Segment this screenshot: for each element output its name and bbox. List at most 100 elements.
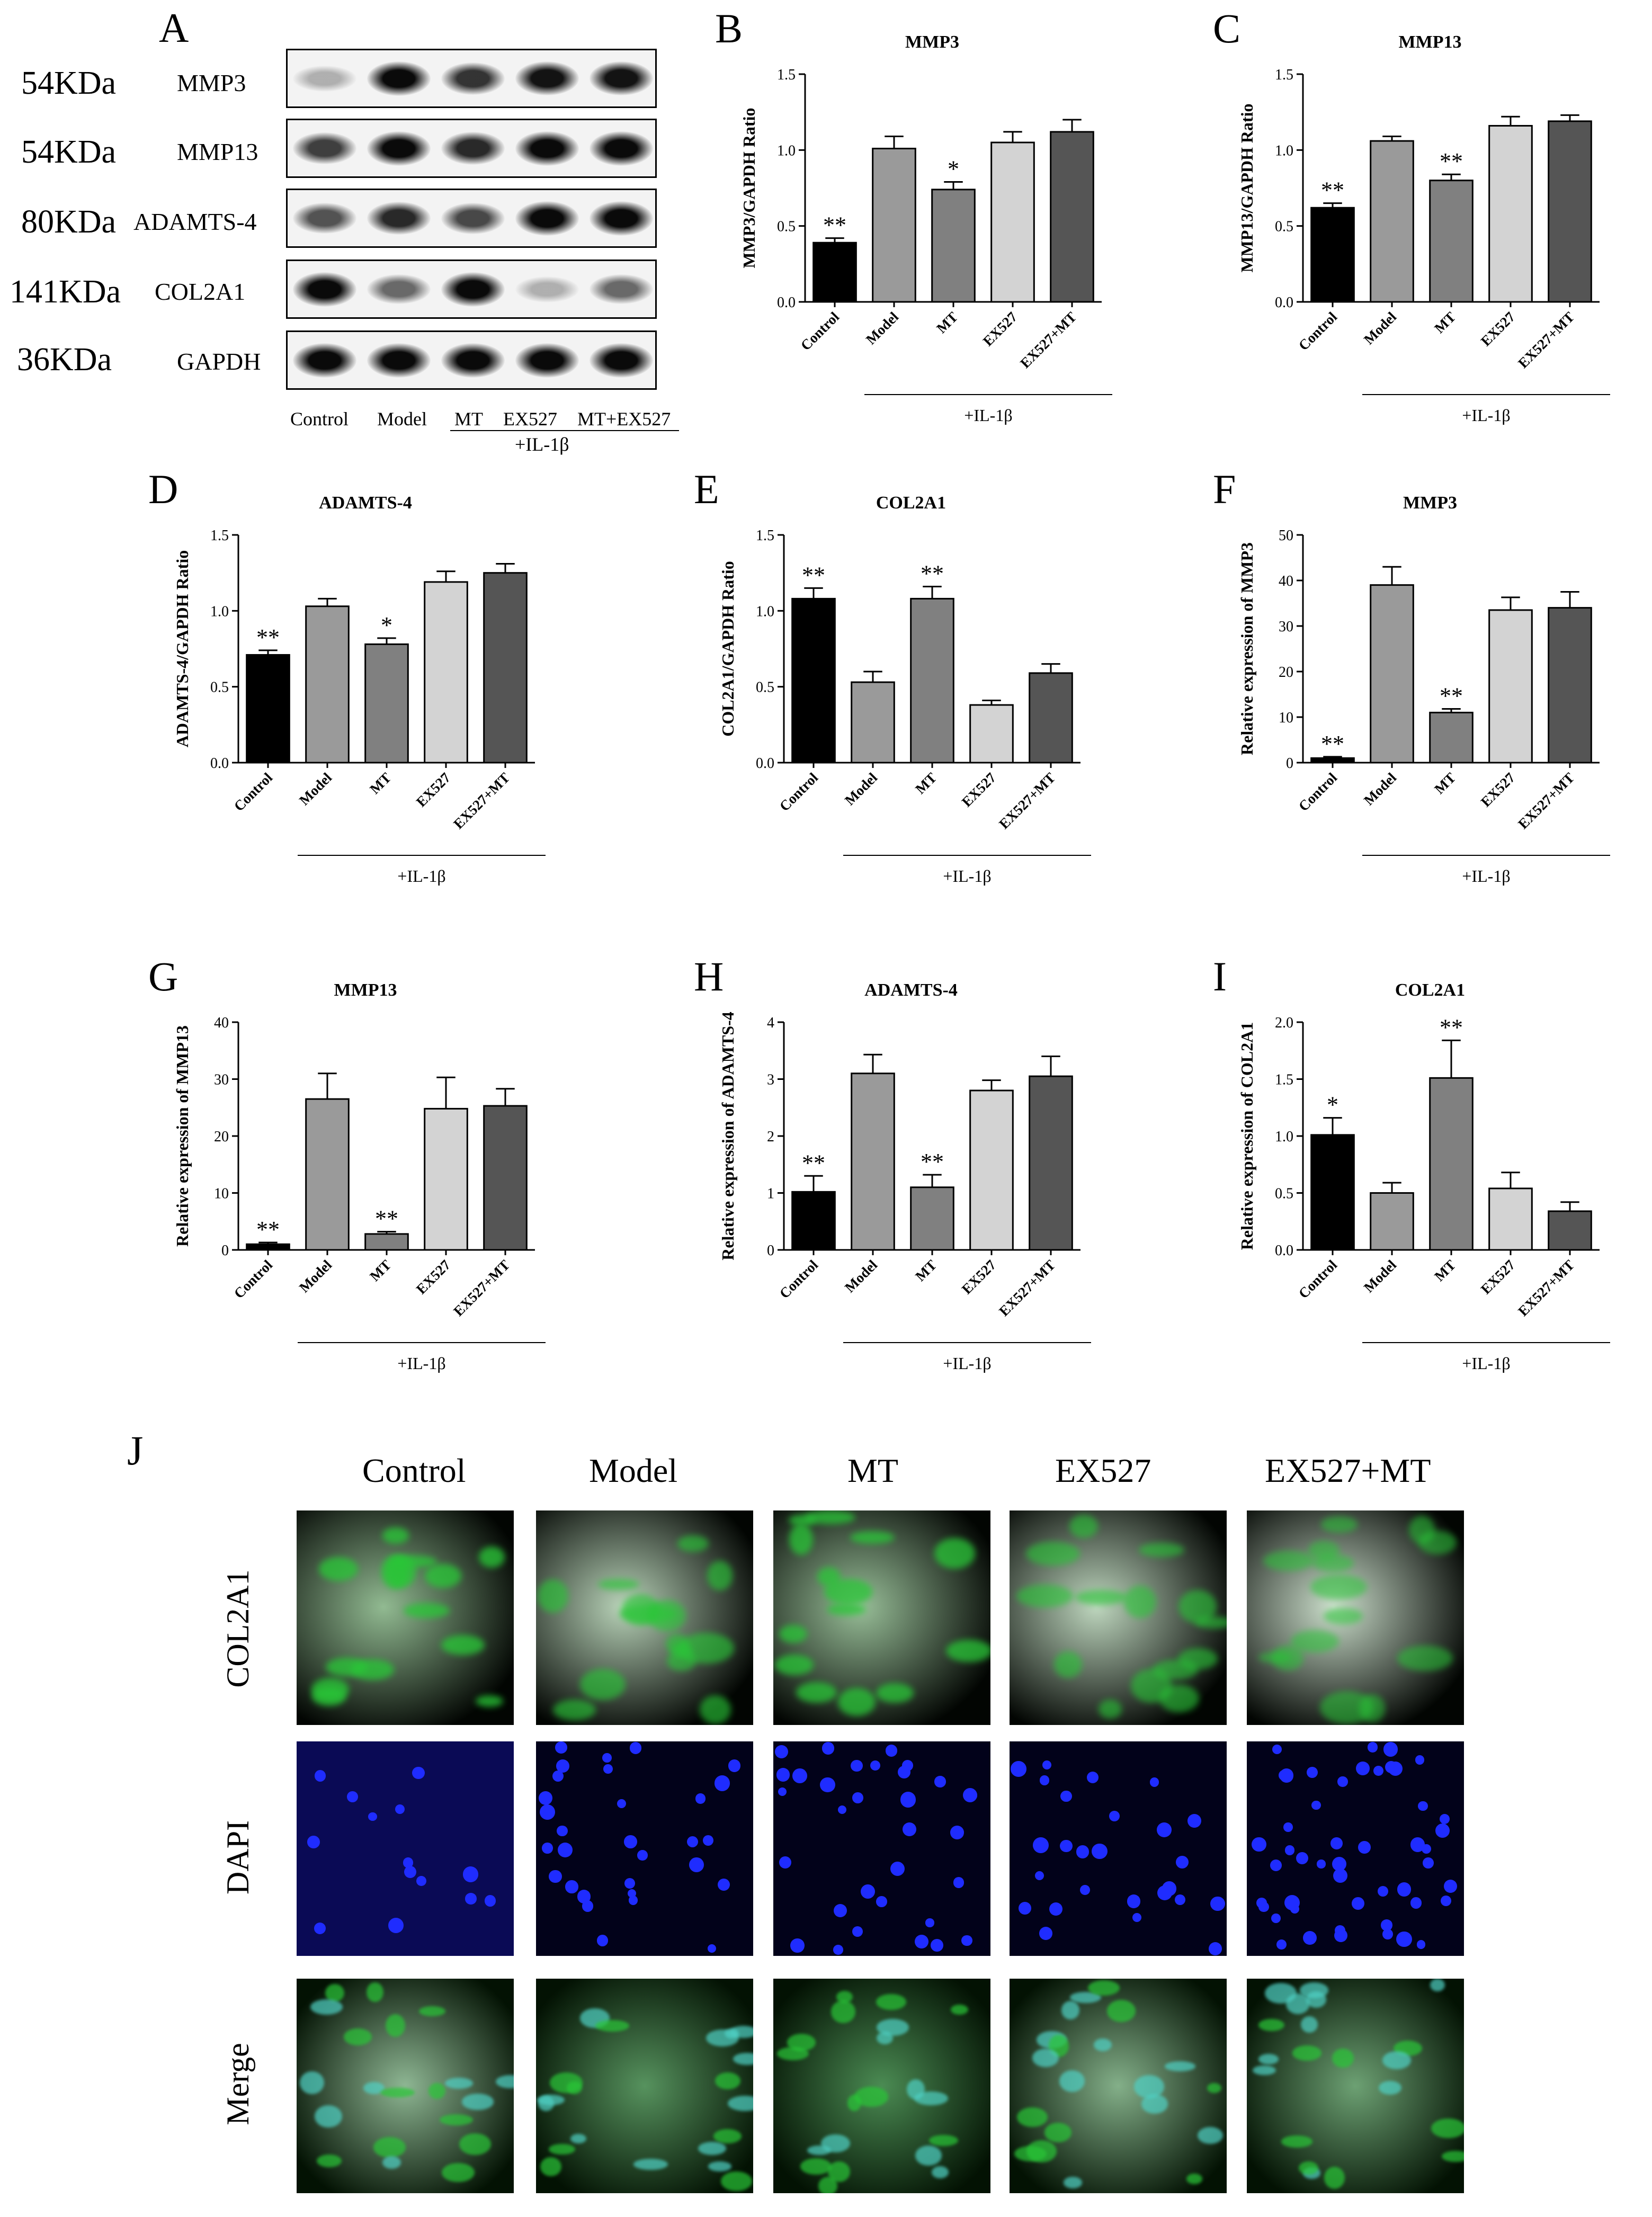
fluorescence-image bbox=[536, 1979, 753, 2193]
nucleus bbox=[1383, 1742, 1398, 1757]
nucleus bbox=[876, 1896, 887, 1907]
nucleus bbox=[1086, 1772, 1099, 1784]
blot-band bbox=[367, 202, 431, 235]
merged-cell bbox=[932, 2166, 949, 2178]
fluorescence-image bbox=[1247, 1741, 1464, 1956]
merged-cell bbox=[708, 2161, 732, 2171]
merged-cell bbox=[818, 2177, 837, 2193]
nucleus bbox=[1272, 1744, 1282, 1755]
y-tick-label: 1.0 bbox=[777, 142, 796, 159]
x-tick-label: MT bbox=[1431, 770, 1459, 797]
nucleus bbox=[628, 1889, 637, 1898]
panel-letter-a: A bbox=[159, 5, 189, 51]
merged-cell bbox=[1070, 1992, 1101, 2004]
protein-label-4: COL2A1 bbox=[155, 278, 246, 305]
blot-band bbox=[367, 61, 431, 96]
nucleus bbox=[1156, 1822, 1172, 1838]
protein-label-3: ADAMTS-4 bbox=[133, 208, 257, 235]
bar bbox=[910, 1186, 954, 1251]
merged-cell bbox=[461, 2094, 494, 2110]
significance-mark: * bbox=[948, 156, 959, 182]
merged-cell bbox=[1165, 2061, 1196, 2071]
nucleus bbox=[1210, 1896, 1225, 1911]
merged-cell bbox=[1292, 2045, 1321, 2061]
nucleus bbox=[728, 1759, 741, 1772]
bar bbox=[812, 242, 857, 303]
cell-signal bbox=[1053, 1651, 1082, 1678]
bar bbox=[483, 1105, 528, 1251]
merged-cell bbox=[1064, 2177, 1083, 2188]
cell-signal bbox=[837, 1687, 876, 1717]
nucleus bbox=[557, 1825, 568, 1837]
kda-label-2: 54KDa bbox=[21, 134, 117, 170]
merged-cell bbox=[713, 2129, 742, 2143]
y-tick-label: 2 bbox=[767, 1129, 774, 1145]
nucleus bbox=[624, 1835, 637, 1848]
panel-letter: I bbox=[1213, 953, 1227, 999]
y-tick-label: 1.5 bbox=[777, 67, 796, 83]
lane-label-control: Control bbox=[290, 408, 349, 430]
chart-title: COL2A1 bbox=[876, 493, 946, 513]
merged-cell bbox=[950, 2005, 969, 2015]
y-tick-label: 1.0 bbox=[756, 603, 774, 620]
nucleus bbox=[1418, 1801, 1428, 1811]
blot-band bbox=[590, 61, 653, 95]
fluorescence-image bbox=[773, 1979, 990, 2193]
x-tick-label: Control bbox=[1296, 770, 1341, 815]
nucleus bbox=[1284, 1845, 1294, 1855]
cell-signal bbox=[1069, 1514, 1099, 1538]
y-tick-label: 0.5 bbox=[210, 680, 229, 696]
row-label-merge: Merge bbox=[220, 2043, 255, 2125]
nucleus bbox=[624, 1878, 635, 1889]
nucleus bbox=[628, 1896, 638, 1905]
significance-mark: ** bbox=[1321, 731, 1344, 757]
merged-cell bbox=[1324, 2166, 1345, 2189]
y-tick-label: 20 bbox=[214, 1129, 229, 1145]
nucleus bbox=[852, 1926, 863, 1937]
blot-band bbox=[293, 272, 356, 307]
fluorescence-image bbox=[536, 1741, 753, 1956]
cell-signal bbox=[1263, 1550, 1315, 1571]
merged-cell bbox=[1059, 2070, 1085, 2093]
kda-label-1: 54KDa bbox=[21, 65, 117, 101]
merged-cell bbox=[1258, 2054, 1279, 2064]
nucleus bbox=[774, 1745, 789, 1759]
blot-band bbox=[590, 131, 653, 166]
x-tick-label: Model bbox=[842, 1257, 881, 1296]
nucleus bbox=[1157, 1885, 1173, 1900]
nucleus bbox=[1076, 1845, 1090, 1858]
bar bbox=[1050, 131, 1094, 303]
fluorescence-image bbox=[1010, 1510, 1227, 1725]
nucleus bbox=[702, 1835, 713, 1846]
merged-cell bbox=[299, 2071, 325, 2095]
cell-signal bbox=[1409, 1516, 1435, 1544]
merged-cell bbox=[367, 1982, 383, 2003]
bar-chart-svg: E COL2A1 0.0 0.5 1.0 1.5 COL2A1/GAPDH Ratio ** C… bbox=[694, 466, 1091, 886]
nucleus bbox=[1079, 1884, 1090, 1895]
cell-signal bbox=[386, 1555, 417, 1587]
nucleus bbox=[314, 1770, 326, 1782]
nucleus bbox=[914, 1935, 928, 1949]
panel-letter: H bbox=[694, 953, 724, 999]
protein-label-1: MMP3 bbox=[177, 69, 246, 96]
x-tick-label: EX527 bbox=[1478, 1257, 1518, 1297]
merged-cell bbox=[570, 2133, 587, 2144]
chart-g: G MMP13 0 10 20 30 40 Relative expression of MM… bbox=[138, 953, 572, 1373]
merged-cell bbox=[549, 2072, 583, 2093]
cell-signal bbox=[850, 1531, 895, 1544]
bar-chart-svg: H ADAMTS-4 0 1 2 3 4 Relative expression of ADA… bbox=[694, 953, 1091, 1373]
nucleus bbox=[314, 1922, 326, 1935]
nucleus bbox=[403, 1857, 414, 1868]
nucleus bbox=[790, 1938, 805, 1953]
merged-cell bbox=[727, 2095, 753, 2112]
merged-cell bbox=[915, 2146, 942, 2166]
nucleus bbox=[779, 1856, 792, 1869]
merged-cell bbox=[724, 2028, 739, 2039]
nucleus bbox=[617, 1799, 626, 1809]
panel-letter: E bbox=[694, 466, 719, 512]
nucleus bbox=[307, 1836, 320, 1848]
cell-signal bbox=[779, 1625, 807, 1643]
cell-signal bbox=[946, 1640, 990, 1662]
chart-title: MMP3 bbox=[905, 32, 959, 52]
nucleus bbox=[1440, 1896, 1451, 1907]
